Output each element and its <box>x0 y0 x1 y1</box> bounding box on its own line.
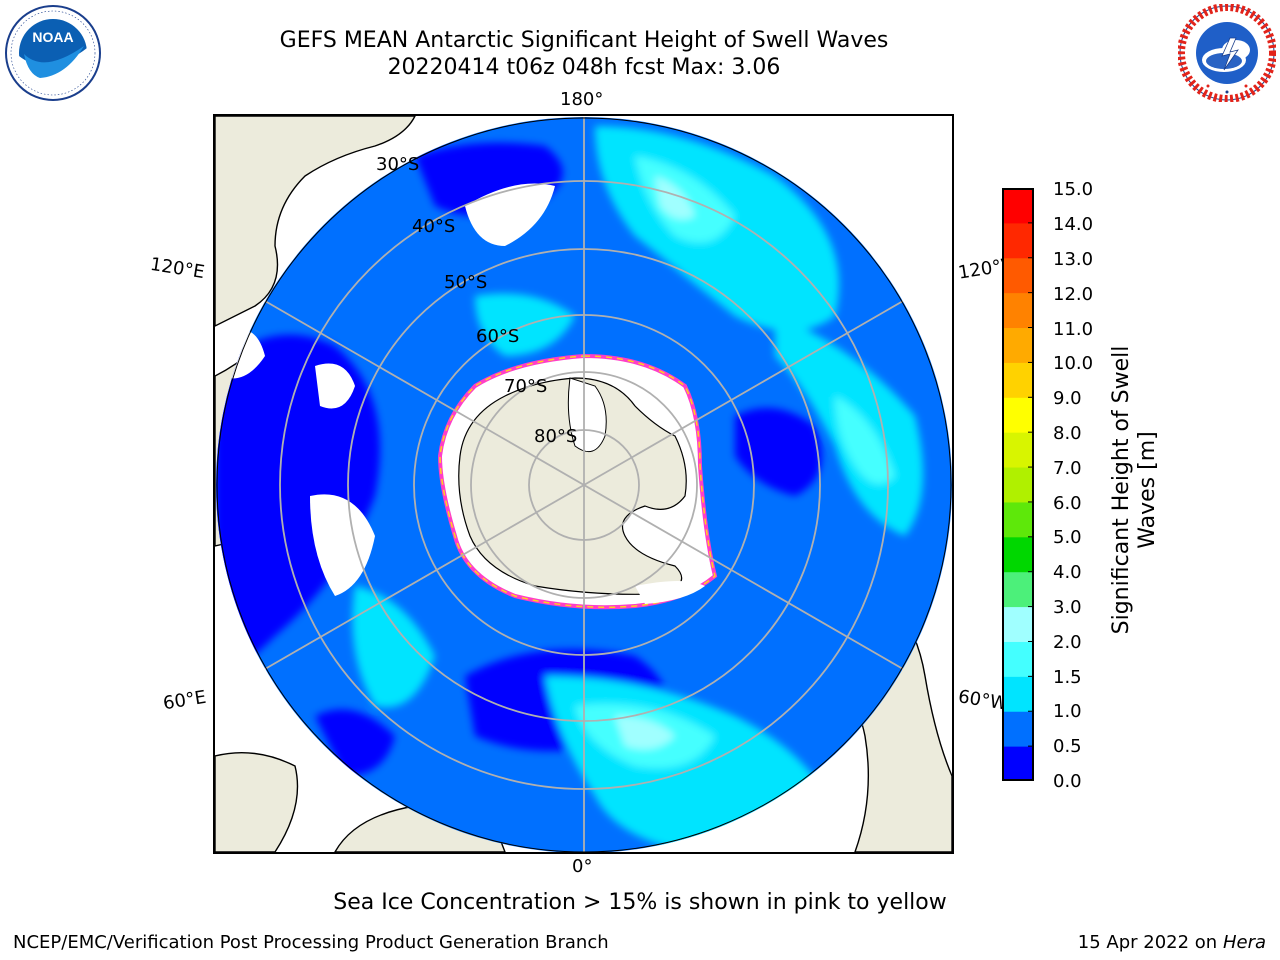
footer-date-text: 15 Apr 2022 on <box>1077 932 1223 953</box>
colorbar-tick: 15.0 <box>1053 179 1094 200</box>
colorbar-tick: 13.0 <box>1053 249 1094 270</box>
colorbar-segment <box>1002 606 1034 642</box>
colorbar-segment <box>1002 746 1034 781</box>
colorbar-segment <box>1002 327 1034 363</box>
footer-credit: NCEP/EMC/Verification Post Processing Pr… <box>13 932 609 953</box>
colorbar-title: Significant Height of Swell Waves [m] <box>1109 346 1160 635</box>
colorbar-tick: 11.0 <box>1053 319 1094 340</box>
colorbar-segment <box>1002 711 1034 747</box>
lat-label-30s: 30°S <box>376 154 420 175</box>
colorbar-tick: 6.0 <box>1053 493 1082 514</box>
lat-label-80s: 80°S <box>534 426 578 447</box>
lon-label-0: 0° <box>572 856 593 877</box>
sea-ice-note: Sea Ice Concentration > 15% is shown in … <box>333 890 947 915</box>
colorbar-title-line1: Significant Height of Swell <box>1109 346 1134 635</box>
colorbar-tick: 1.5 <box>1053 667 1082 688</box>
colorbar-tick: 10.0 <box>1053 353 1094 374</box>
colorbar-segment <box>1002 362 1034 398</box>
lat-label-60s: 60°S <box>476 326 520 347</box>
colorbar-tick: 4.0 <box>1053 562 1082 583</box>
noaa-logo-text: NOAA <box>32 29 73 45</box>
colorbar-tick: 9.0 <box>1053 388 1082 409</box>
colorbar-segment <box>1002 188 1034 224</box>
colorbar-segment <box>1002 536 1034 573</box>
colorbar-tick: 12.0 <box>1053 284 1094 305</box>
polar-map: 30°S 40°S 50°S 60°S 70°S 80°S <box>213 114 954 854</box>
lon-label-60e: 60°E <box>161 686 208 715</box>
lat-label-70s: 70°S <box>504 376 548 397</box>
colorbar-tick: 0.0 <box>1053 771 1082 792</box>
chart-title: GEFS MEAN Antarctic Significant Height o… <box>279 28 889 53</box>
lat-label-50s: 50°S <box>444 272 488 293</box>
footer-host: Hera <box>1222 932 1266 953</box>
footer-date: 15 Apr 2022 on Hera <box>1078 932 1266 953</box>
colorbar-tick: 8.0 <box>1053 423 1082 444</box>
colorbar-border <box>1002 188 1034 781</box>
nws-logo <box>1178 4 1276 102</box>
colorbar-tick: 7.0 <box>1053 458 1082 479</box>
lat-label-40s: 40°S <box>412 216 456 237</box>
colorbar-tick: 0.5 <box>1053 736 1082 757</box>
colorbar-segment <box>1002 467 1034 503</box>
colorbar-segment <box>1002 292 1034 329</box>
colorbar-segment <box>1002 571 1034 608</box>
colorbar-segment <box>1002 676 1034 712</box>
colorbar-segment <box>1002 397 1034 433</box>
noaa-logo: NOAA <box>5 5 101 101</box>
colorbar <box>1002 188 1034 781</box>
colorbar-tick: 14.0 <box>1053 214 1094 235</box>
colorbar-title-line2: Waves [m] <box>1135 431 1160 548</box>
colorbar-segment <box>1002 257 1034 294</box>
graticule <box>216 117 952 852</box>
lon-label-180: 180° <box>560 89 604 110</box>
colorbar-segment <box>1002 222 1034 259</box>
colorbar-tick: 3.0 <box>1053 597 1082 618</box>
colorbar-segment <box>1002 432 1034 468</box>
colorbar-tick: 5.0 <box>1053 527 1082 548</box>
colorbar-tick: 2.0 <box>1053 632 1082 653</box>
colorbar-tick: 1.0 <box>1053 701 1082 722</box>
lon-label-120e: 120°E <box>148 253 207 284</box>
chart-subtitle: 20220414 t06z 048h fcst Max: 3.06 <box>387 55 781 80</box>
colorbar-segment <box>1002 641 1034 677</box>
colorbar-segment <box>1002 501 1034 538</box>
